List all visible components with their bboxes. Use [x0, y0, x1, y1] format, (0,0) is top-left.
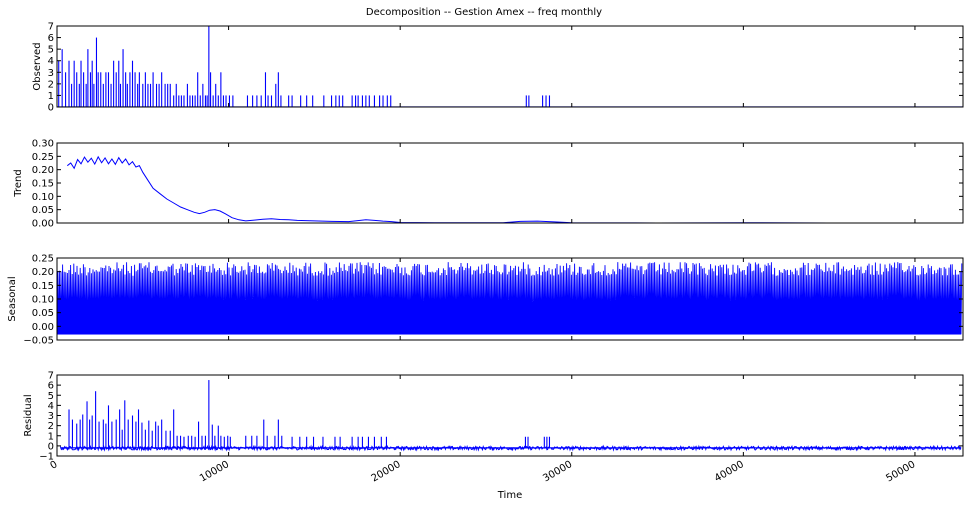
trend-line [66, 155, 962, 223]
residual-ytick-label: −1 [39, 452, 54, 463]
residual-data [59, 380, 962, 452]
seasonal-line [57, 262, 963, 335]
residual-frame [56, 374, 964, 457]
observed-ytick-label: 7 [48, 22, 54, 33]
trend-ytick-label: 0.15 [32, 179, 54, 190]
x-tick-label: 50000 [884, 459, 917, 484]
trend-ytick-label: 0.20 [32, 165, 54, 176]
trend-ytick-label: 0.10 [32, 192, 54, 203]
observed-ytick-label: 5 [48, 45, 54, 56]
seasonal-ylabel: Seasonal [7, 276, 18, 321]
trend-data [66, 155, 962, 223]
x-tick-label: 40000 [713, 459, 746, 484]
trend-ytick-label: 0.25 [32, 152, 54, 163]
x-tick-label: 0 [48, 459, 59, 472]
seasonal-ytick-label: 0.25 [32, 254, 54, 265]
x-tick-label: 20000 [370, 459, 403, 484]
observed-data [57, 26, 963, 107]
seasonal-ytick-label: −0.05 [23, 336, 54, 347]
residual-noise-line [59, 444, 962, 452]
trend-ytick-label: 0.05 [32, 205, 54, 216]
observed-frame [56, 25, 964, 108]
trend-ylabel: Trend [13, 169, 24, 197]
observed-ytick-label: 6 [48, 33, 54, 44]
residual-ytick-label: 3 [48, 411, 54, 422]
residual-ytick-label: 5 [48, 391, 54, 402]
seasonal-ytick-label: 0.15 [32, 281, 54, 292]
observed-ytick-label: 2 [48, 79, 54, 90]
trend-frame [56, 142, 964, 224]
observed-ytick-label: 4 [48, 56, 54, 67]
x-tick-label: 10000 [198, 459, 231, 484]
residual-ytick-label: 0 [48, 441, 54, 452]
seasonal-data [57, 262, 963, 335]
x-axis-label: Time [497, 490, 522, 501]
panel-seasonal: −0.05 0.00 0.05 0.10 0.15 0.20 0.25 Seasonal [7, 254, 964, 347]
seasonal-ytick-label: 0.00 [32, 322, 54, 333]
residual-ytick-label: 1 [48, 431, 54, 442]
trend-ytick-label: 0.00 [32, 219, 54, 230]
x-tick-label: 30000 [541, 459, 574, 484]
observed-ytick-label: 3 [48, 68, 54, 79]
seasonal-ytick-label: 0.20 [32, 267, 54, 278]
observed-ytick-label: 1 [48, 91, 54, 102]
trend-ytick-label: 0.30 [32, 139, 54, 150]
seasonal-ytick-label: 0.10 [32, 295, 54, 306]
residual-ytick-label: 4 [48, 401, 54, 412]
panel-trend: 0.00 0.05 0.10 0.15 0.20 0.25 0.30 Trend [13, 139, 964, 230]
residual-ytick-label: 6 [48, 381, 54, 392]
residual-ytick-label: 7 [48, 371, 54, 382]
seasonal-ytick-label: 0.05 [32, 308, 54, 319]
observed-ytick-label: 0 [48, 103, 54, 114]
residual-ylabel: Residual [23, 394, 34, 436]
chart-title: Decomposition -- Gestion Amex -- freq mo… [366, 7, 602, 18]
observed-ylabel: Observed [32, 42, 43, 90]
residual-ytick-label: 2 [48, 421, 54, 432]
